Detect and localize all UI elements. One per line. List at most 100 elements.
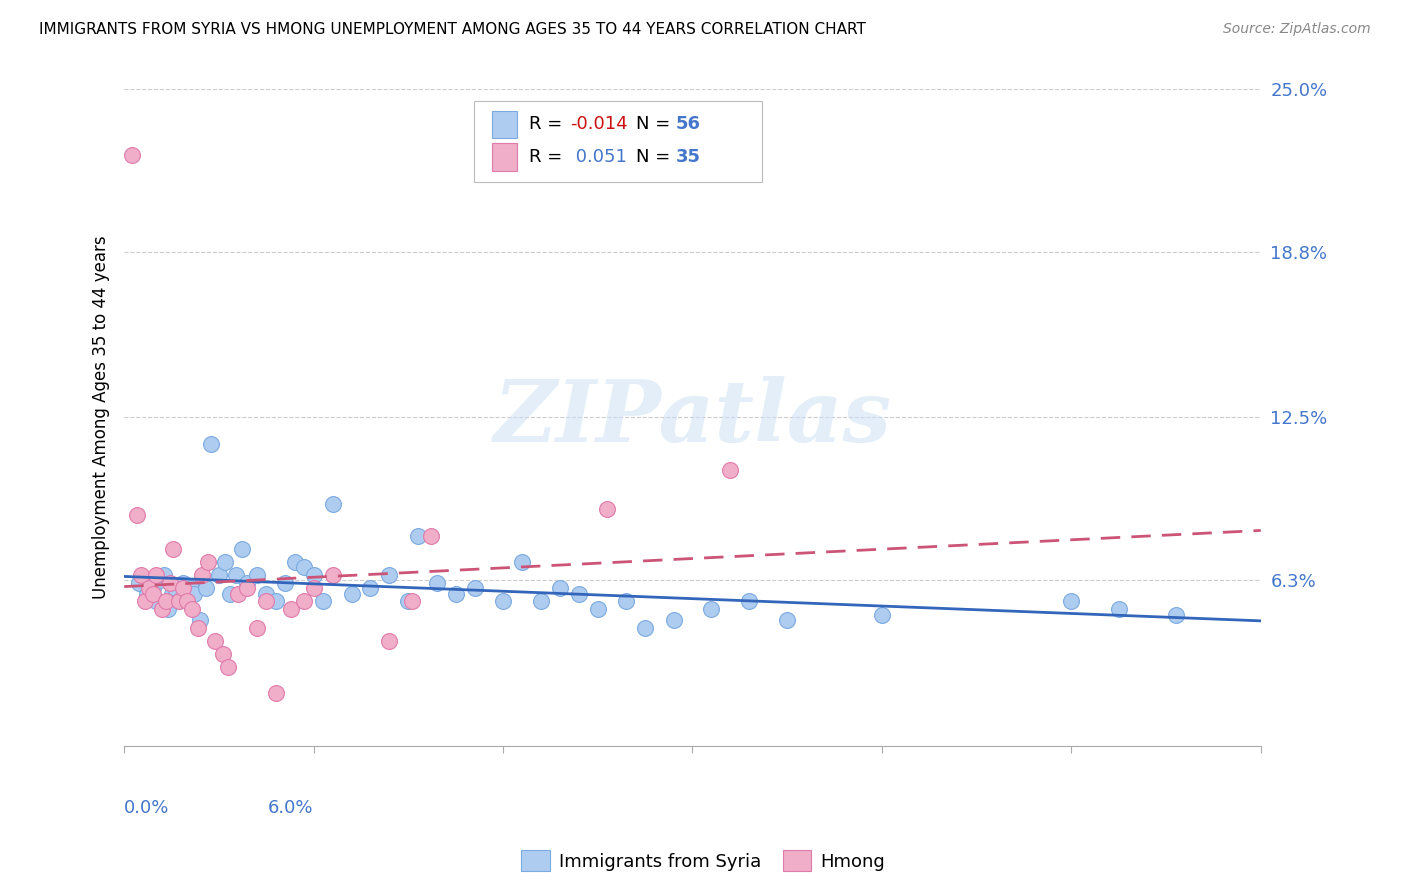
Point bbox=[274, 576, 297, 591]
Point bbox=[214, 555, 236, 569]
Text: ZIPatlas: ZIPatlas bbox=[494, 376, 891, 459]
Point bbox=[138, 582, 160, 596]
Point bbox=[208, 568, 231, 582]
Point bbox=[586, 602, 609, 616]
Point bbox=[870, 607, 893, 622]
Point bbox=[145, 568, 167, 582]
Point bbox=[181, 602, 204, 616]
Point bbox=[464, 582, 486, 596]
Text: 6.0%: 6.0% bbox=[269, 798, 314, 817]
Point bbox=[340, 586, 363, 600]
Point bbox=[149, 574, 172, 588]
Point bbox=[156, 602, 179, 616]
Point bbox=[176, 594, 198, 608]
Point bbox=[548, 582, 571, 596]
FancyBboxPatch shape bbox=[474, 101, 762, 182]
Y-axis label: Unemployment Among Ages 35 to 44 years: Unemployment Among Ages 35 to 44 years bbox=[93, 235, 110, 599]
Point bbox=[264, 594, 287, 608]
Point bbox=[322, 497, 344, 511]
Point bbox=[129, 568, 152, 582]
Point bbox=[322, 568, 344, 582]
Point bbox=[568, 586, 591, 600]
Text: IMMIGRANTS FROM SYRIA VS HMONG UNEMPLOYMENT AMONG AGES 35 TO 44 YEARS CORRELATIO: IMMIGRANTS FROM SYRIA VS HMONG UNEMPLOYM… bbox=[39, 22, 866, 37]
Point bbox=[176, 594, 198, 608]
Point bbox=[150, 602, 173, 616]
Point bbox=[180, 582, 202, 596]
Point bbox=[246, 621, 269, 635]
Point bbox=[302, 582, 325, 596]
Point bbox=[776, 613, 799, 627]
Point bbox=[134, 594, 156, 608]
Point bbox=[127, 508, 149, 522]
Point bbox=[204, 634, 226, 648]
Point bbox=[236, 582, 259, 596]
Point bbox=[162, 541, 184, 556]
Point bbox=[510, 555, 533, 569]
Point bbox=[167, 594, 190, 608]
Point bbox=[254, 586, 277, 600]
Point bbox=[284, 555, 307, 569]
Point bbox=[172, 576, 194, 591]
Text: 0.0%: 0.0% bbox=[124, 798, 170, 817]
Point bbox=[160, 586, 183, 600]
Point bbox=[530, 594, 553, 608]
Point bbox=[217, 660, 239, 674]
Text: N =: N = bbox=[636, 115, 676, 134]
Point bbox=[165, 582, 187, 596]
Point bbox=[444, 586, 467, 600]
Point bbox=[219, 586, 242, 600]
Legend: Immigrants from Syria, Hmong: Immigrants from Syria, Hmong bbox=[513, 843, 893, 879]
Text: R =: R = bbox=[529, 115, 568, 134]
Point bbox=[211, 647, 233, 661]
Text: N =: N = bbox=[636, 148, 676, 166]
Point bbox=[159, 576, 181, 591]
Point bbox=[264, 686, 287, 700]
Point bbox=[155, 594, 177, 608]
Text: R =: R = bbox=[529, 148, 568, 166]
Point bbox=[246, 568, 269, 582]
Point bbox=[188, 613, 211, 627]
Point bbox=[700, 602, 723, 616]
Text: -0.014: -0.014 bbox=[569, 115, 627, 134]
Point bbox=[378, 634, 401, 648]
Point bbox=[200, 437, 222, 451]
Point bbox=[1108, 602, 1130, 616]
Point bbox=[302, 568, 325, 582]
Point bbox=[662, 613, 685, 627]
Point bbox=[236, 576, 259, 591]
Point bbox=[596, 502, 619, 516]
Point bbox=[197, 555, 219, 569]
Point bbox=[121, 147, 143, 161]
Point bbox=[1164, 607, 1187, 622]
Point bbox=[420, 529, 443, 543]
Bar bbox=[492, 144, 517, 171]
Point bbox=[359, 582, 381, 596]
Text: 35: 35 bbox=[675, 148, 700, 166]
Point bbox=[738, 594, 761, 608]
Point bbox=[128, 576, 150, 591]
Point bbox=[280, 602, 302, 616]
Text: Source: ZipAtlas.com: Source: ZipAtlas.com bbox=[1223, 22, 1371, 37]
Point bbox=[492, 594, 515, 608]
Point bbox=[172, 582, 194, 596]
Point bbox=[153, 568, 176, 582]
Point bbox=[292, 594, 315, 608]
Point bbox=[225, 568, 247, 582]
Point bbox=[254, 594, 277, 608]
Point bbox=[292, 560, 315, 574]
Point bbox=[231, 541, 253, 556]
Point bbox=[142, 582, 165, 596]
Point bbox=[183, 586, 205, 600]
Point bbox=[426, 576, 449, 591]
Point bbox=[167, 594, 190, 608]
Point bbox=[718, 463, 741, 477]
Bar bbox=[492, 111, 517, 138]
Point bbox=[614, 594, 637, 608]
Point bbox=[187, 621, 209, 635]
Point bbox=[145, 594, 167, 608]
Point bbox=[396, 594, 419, 608]
Point bbox=[1060, 594, 1083, 608]
Point bbox=[406, 529, 429, 543]
Point bbox=[401, 594, 423, 608]
Point bbox=[142, 586, 165, 600]
